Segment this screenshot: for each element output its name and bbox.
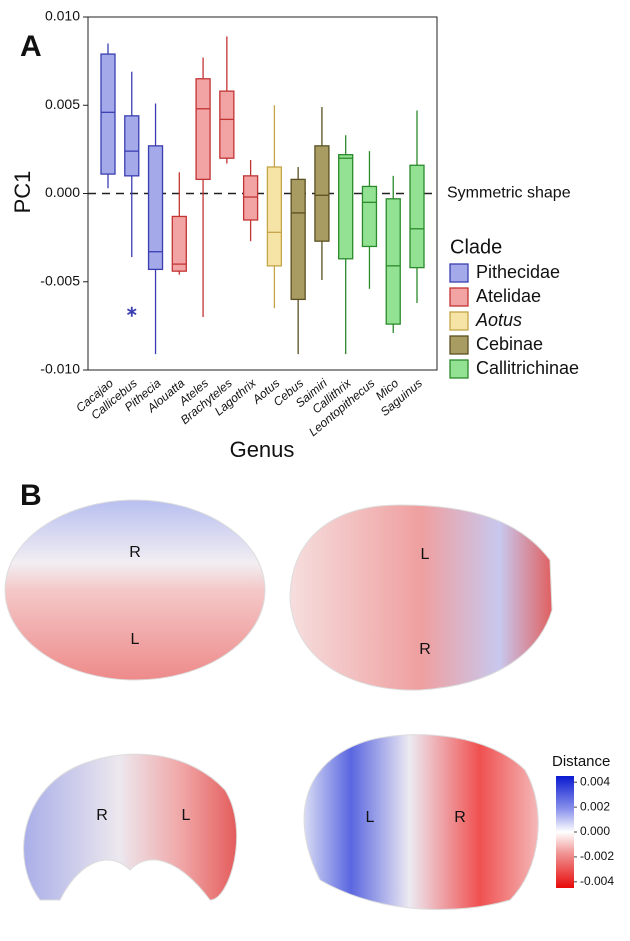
box xyxy=(339,155,353,259)
side-label: L xyxy=(131,631,140,648)
box xyxy=(101,54,115,174)
side-label: L xyxy=(366,809,375,826)
legend-swatch xyxy=(450,360,468,378)
colorbar-title: Distance xyxy=(552,753,610,770)
panel-label: B xyxy=(20,479,42,512)
box xyxy=(125,116,139,176)
panel-b: B R L L R R L L R Distance xyxy=(5,479,610,910)
skull-top-view xyxy=(5,500,265,680)
box xyxy=(220,91,234,158)
y-tick-label: -0.005 xyxy=(40,272,80,288)
legend-label: Atelidae xyxy=(476,286,541,306)
box xyxy=(291,179,305,299)
side-label: L xyxy=(421,546,430,563)
outlier xyxy=(127,307,136,317)
y-axis-label: PC1 xyxy=(10,171,35,214)
colorbar-tick-label: 0.000 xyxy=(580,824,610,838)
side-label: R xyxy=(419,641,431,658)
colorbar-tick-label: 0.004 xyxy=(580,774,610,788)
box xyxy=(149,146,163,270)
y-tick-label: -0.010 xyxy=(40,361,80,377)
colorbar-tick-label: -0.004 xyxy=(580,874,614,888)
legend-label: Cebinae xyxy=(476,334,543,354)
y-tick-label: 0.010 xyxy=(45,8,80,24)
side-label: R xyxy=(454,809,466,826)
panel-label: A xyxy=(20,30,42,63)
y-tick-label: 0.005 xyxy=(45,96,80,112)
legend-label: Callitrichinae xyxy=(476,358,579,378)
skull-back-view xyxy=(304,735,538,910)
reference-label: Symmetric shape xyxy=(447,185,571,202)
legend-swatch xyxy=(450,336,468,354)
box xyxy=(386,199,400,324)
colorbar xyxy=(556,776,574,888)
side-label: R xyxy=(96,807,108,824)
box xyxy=(410,165,424,267)
y-tick-label: 0.000 xyxy=(45,184,80,200)
legend-title: Clade xyxy=(450,236,502,258)
box xyxy=(244,176,258,220)
x-axis-label: Genus xyxy=(230,437,295,462)
legend-swatch xyxy=(450,312,468,330)
legend-label: Pithecidae xyxy=(476,262,560,282)
box xyxy=(196,79,210,180)
box xyxy=(267,167,281,266)
legend-swatch xyxy=(450,264,468,282)
side-label: R xyxy=(129,544,141,561)
skull-front-view xyxy=(24,754,237,900)
colorbar-tick-label: 0.002 xyxy=(580,799,610,813)
box xyxy=(315,146,329,241)
legend-swatch xyxy=(450,288,468,306)
legend-label: Aotus xyxy=(475,310,522,330)
colorbar-tick-label: -0.002 xyxy=(580,849,614,863)
box xyxy=(172,216,186,271)
figure: A PC1 Genus Clade B R L L R R L L R Dist… xyxy=(0,0,630,936)
skull-bottom-view xyxy=(290,505,552,690)
side-label: L xyxy=(182,807,191,824)
box xyxy=(362,186,376,246)
